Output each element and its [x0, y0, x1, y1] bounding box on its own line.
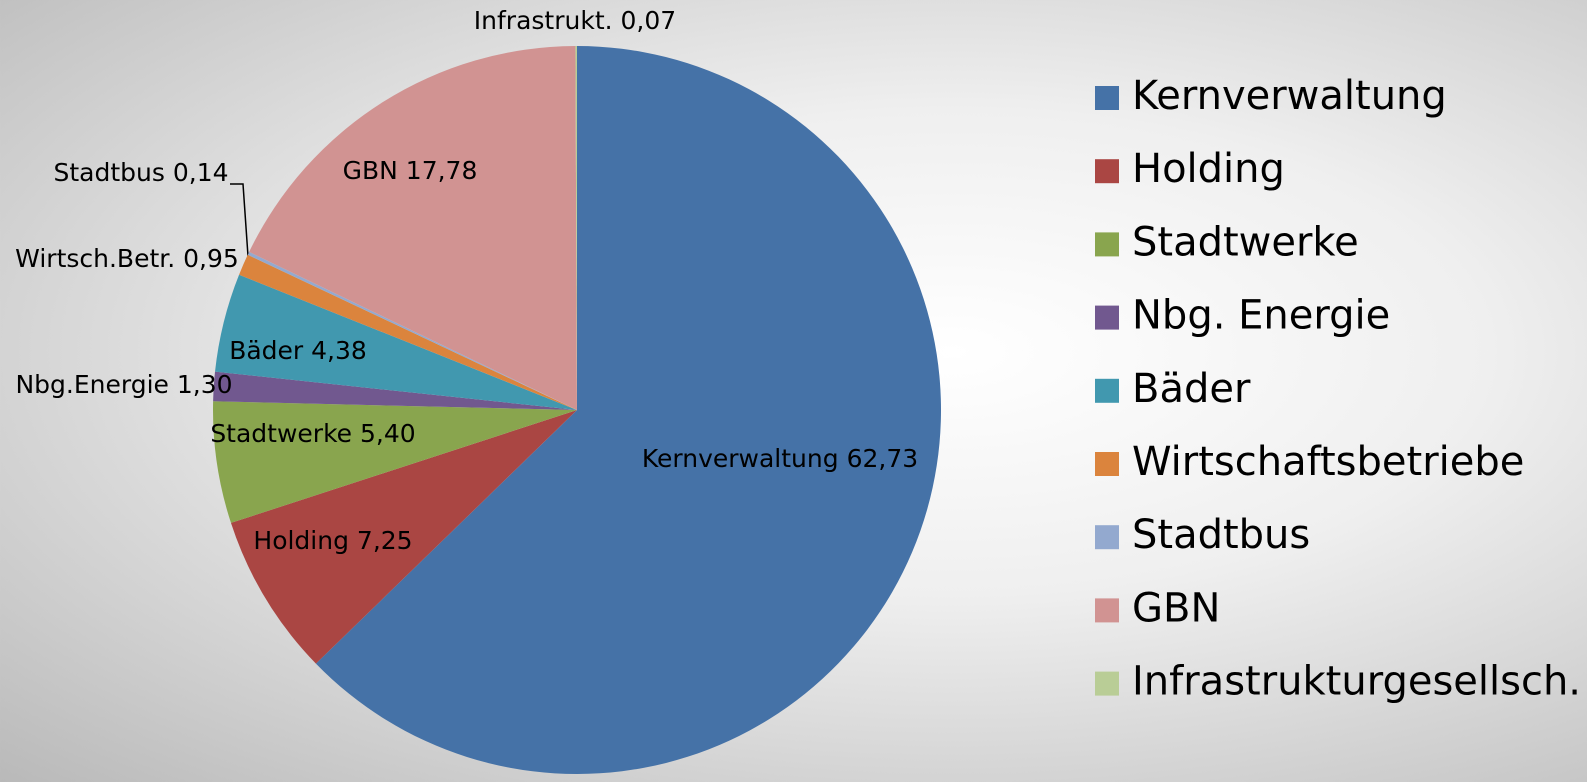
data-label-name: Stadtwerke [210, 419, 352, 448]
pie-slice [213, 371, 577, 410]
legend-swatch [1095, 452, 1119, 476]
data-label-name: Holding [253, 526, 349, 555]
legend-swatch [1095, 159, 1119, 184]
legend-swatch [1095, 86, 1119, 110]
data-label-name: Wirtsch.Betr. [15, 244, 175, 273]
data-label-value: 17,78 [406, 156, 478, 185]
pie-slice [247, 251, 577, 410]
data-label-name: GBN [343, 156, 398, 185]
data-label-value: 0,95 [183, 244, 239, 273]
data-label-name: Bäder [229, 336, 304, 365]
data-label-name: Nbg.Energie [15, 370, 168, 399]
leader-line [230, 183, 249, 257]
data-label-name: Kernverwaltung [642, 444, 839, 473]
pie-slice [239, 254, 578, 410]
legend-swatch [1095, 232, 1119, 257]
data-label: Holding 7,25 [253, 526, 412, 555]
data-label: Infrastrukt. 0,07 [474, 6, 676, 35]
data-label-value: 0,07 [621, 6, 677, 35]
legend-label: Stadtwerke [1132, 219, 1359, 265]
pie-slice [212, 401, 577, 523]
legend-label: Kernverwaltung [1132, 73, 1447, 119]
data-label-value: 5,40 [360, 419, 416, 448]
data-label-value: 4,38 [311, 336, 367, 365]
legend-swatch [1095, 598, 1119, 623]
legend-label: Bäder [1132, 366, 1251, 412]
pie-slice [230, 410, 578, 664]
legend-label: Wirtschaftsbetriebe [1132, 439, 1524, 485]
pie-slice [575, 46, 577, 410]
legend-label: Nbg. Energie [1132, 293, 1390, 339]
data-label: GBN 17,78 [343, 156, 478, 185]
data-label-value: 62,73 [847, 444, 919, 473]
data-label: Bäder 4,38 [229, 336, 367, 365]
data-label-value: 7,25 [357, 526, 413, 555]
legend-swatch [1095, 671, 1119, 696]
data-label: Stadtwerke 5,40 [210, 419, 415, 448]
data-label: Stadtbus 0,14 [53, 158, 228, 187]
pie-slice [315, 46, 942, 774]
legend-swatch [1095, 525, 1119, 550]
data-label: Kernverwaltung 62,73 [642, 444, 918, 473]
legend-label: Holding [1132, 146, 1285, 192]
legend-label: Stadtbus [1132, 512, 1310, 558]
legend-label: GBN [1132, 585, 1220, 631]
pie-slice [249, 46, 578, 411]
pie-slice [215, 274, 577, 410]
data-label-value: 0,14 [173, 158, 229, 187]
data-label: Wirtsch.Betr. 0,95 [15, 244, 239, 273]
data-label-name: Stadtbus [53, 158, 164, 187]
data-label: Nbg.Energie 1,30 [15, 370, 232, 399]
data-label-name: Infrastrukt. [474, 6, 613, 35]
legend-swatch [1095, 305, 1119, 330]
data-label-value: 1,30 [177, 370, 233, 399]
legend-swatch [1095, 378, 1119, 403]
legend-label: Infrastrukturgesellsch. [1132, 659, 1581, 705]
